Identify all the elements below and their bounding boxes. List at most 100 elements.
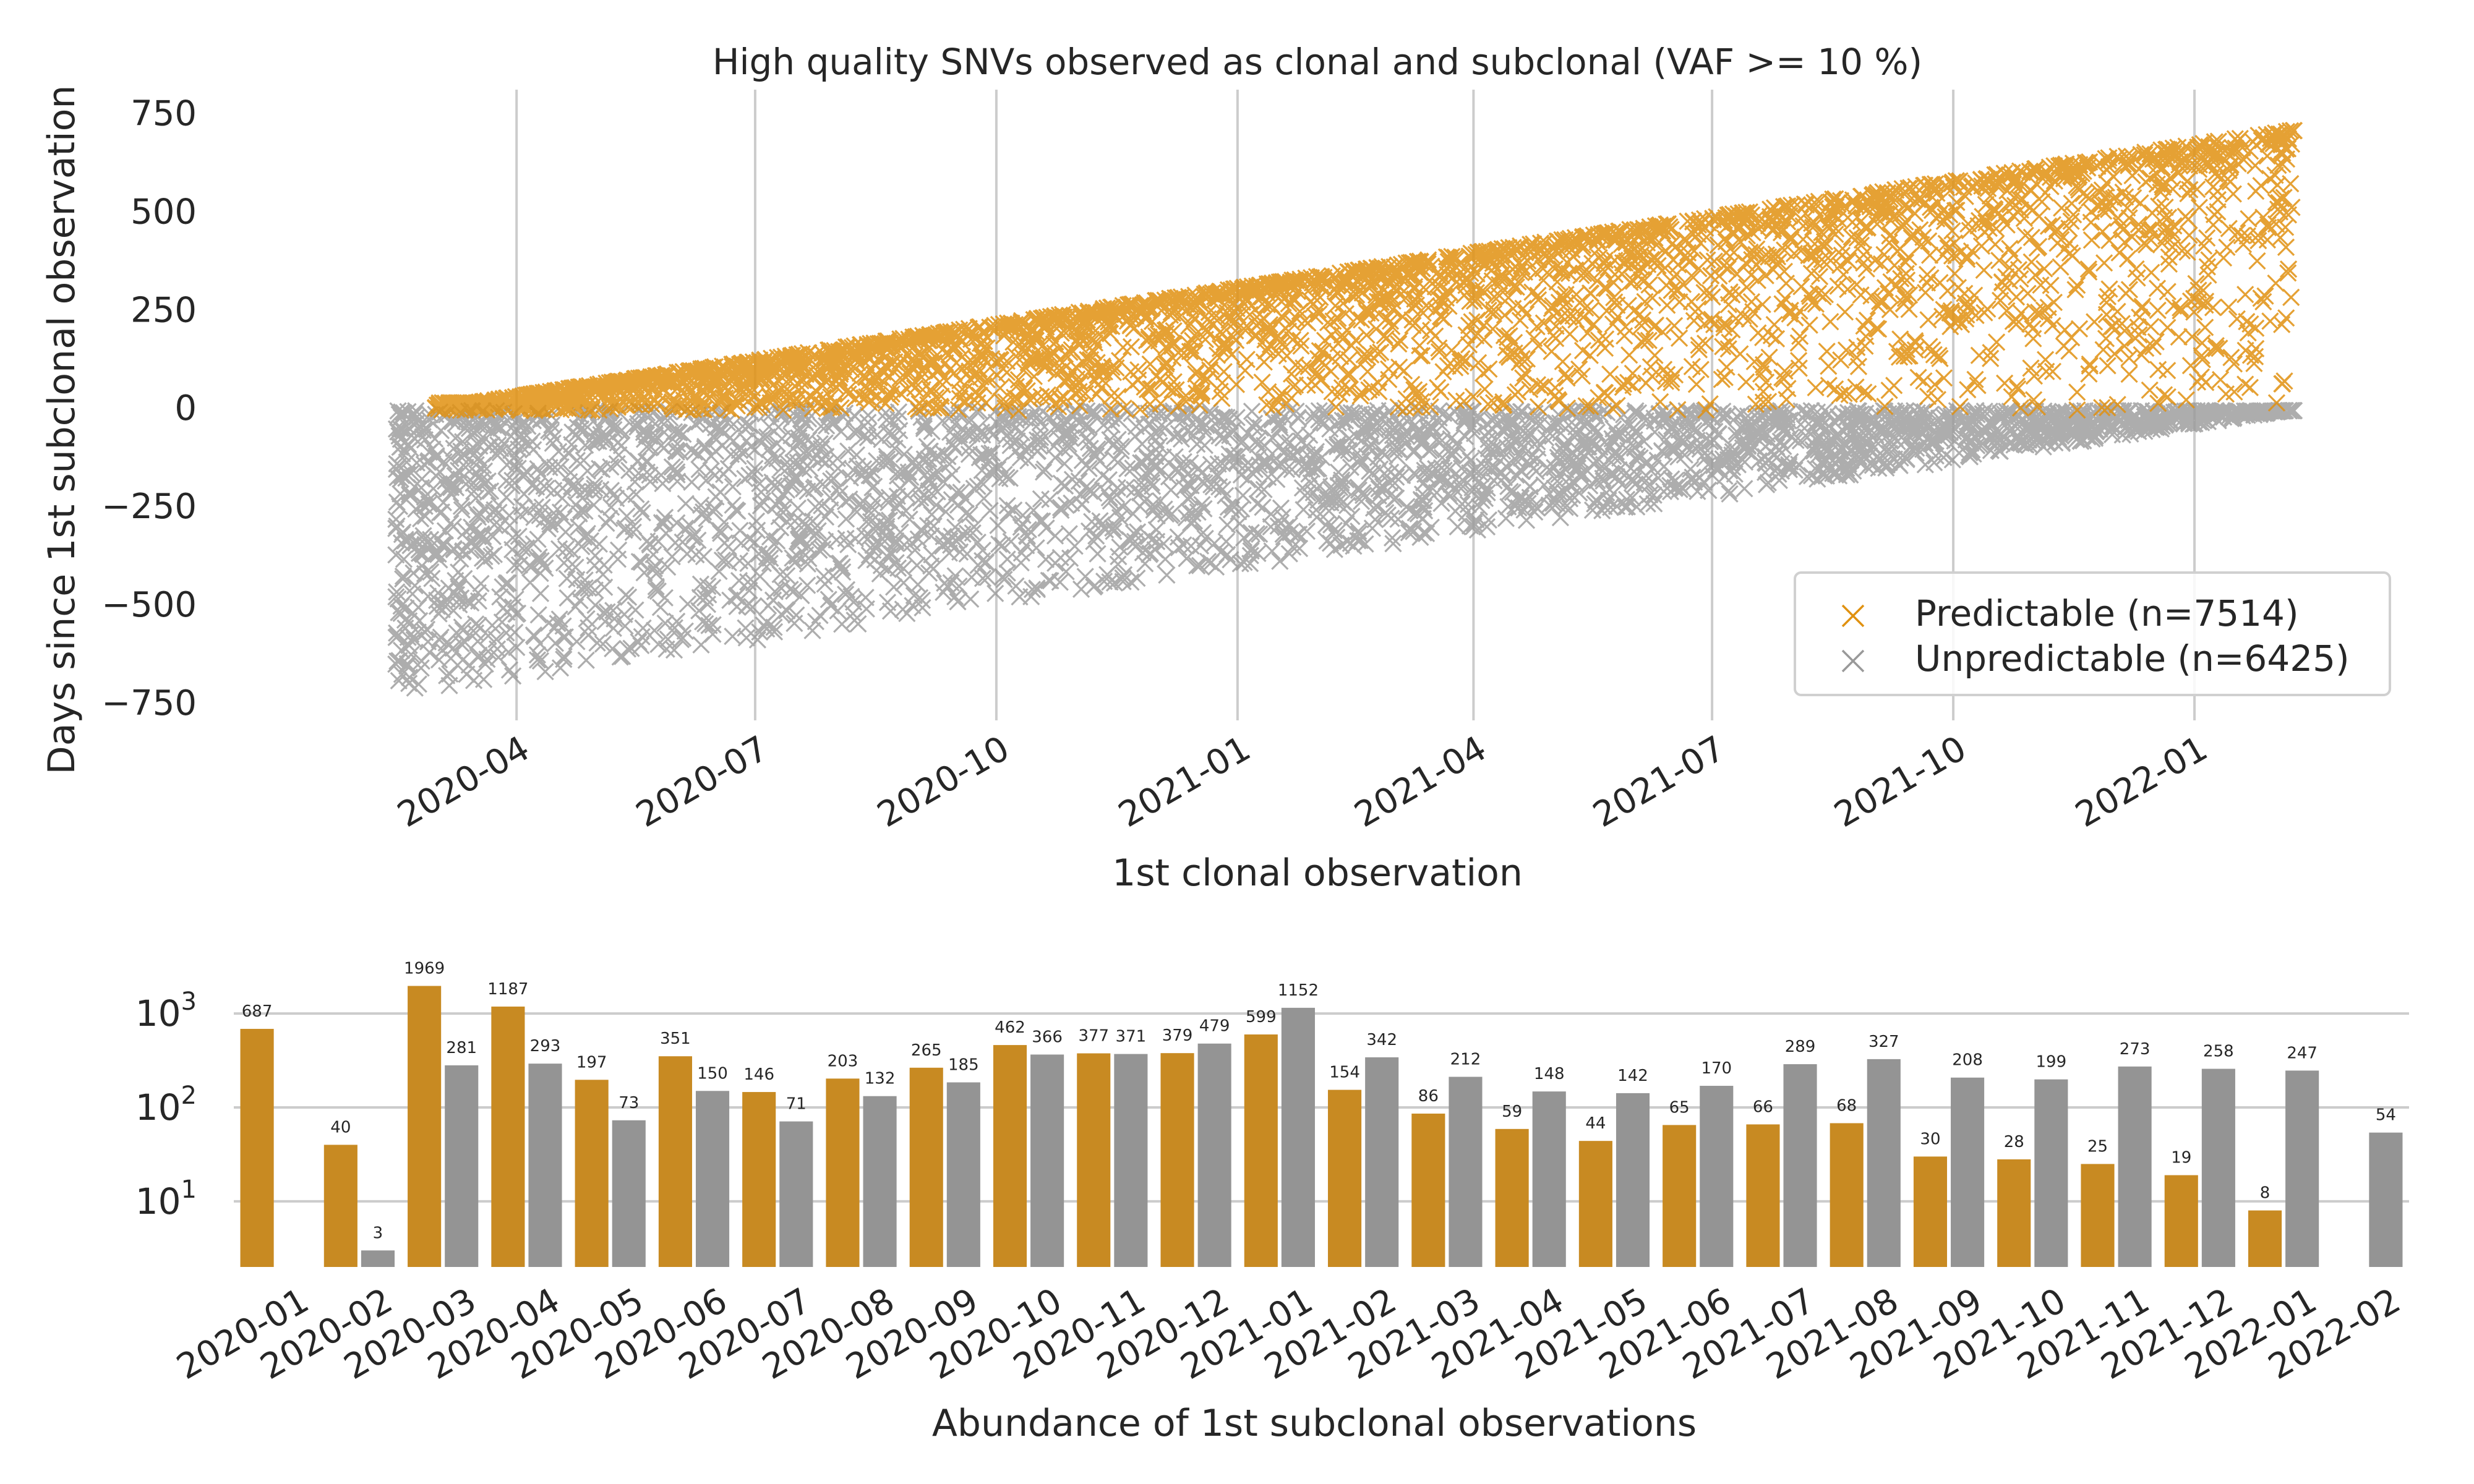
unpredictable-bar-label: 199 (2036, 1053, 2067, 1072)
predictable-bar (408, 986, 442, 1267)
bar-y-tick-label: 103 (135, 987, 197, 1034)
unpredictable-bar-label: 54 (2376, 1106, 2396, 1125)
unpredictable-bar (2118, 1066, 2152, 1267)
predictable-bar-label: 462 (995, 1018, 1025, 1037)
bar-y-tick-label: 101 (135, 1175, 197, 1222)
unpredictable-bar (1783, 1064, 1817, 1267)
predictable-bar-label: 1187 (487, 980, 528, 999)
scatter-y-tick-label: 750 (131, 93, 197, 134)
scatter-x-axis-label: 1st clonal observation (1112, 851, 1523, 895)
scatter-y-tick-label: 500 (131, 192, 197, 232)
scatter-y-tick-label: −250 (101, 487, 197, 527)
predictable-bar (826, 1078, 860, 1267)
unpredictable-bar-label: 3 (373, 1224, 383, 1242)
unpredictable-bar (2034, 1079, 2068, 1267)
legend-marker-unpredictable (1841, 649, 1865, 673)
bar-y-tick-base: 10 (135, 992, 181, 1034)
predictable-bar (1578, 1141, 1612, 1267)
predictable-bar-label: 30 (1920, 1130, 1940, 1148)
unpredictable-bar-label: 327 (1868, 1033, 1899, 1051)
predictable-bar (240, 1028, 274, 1267)
unpredictable-bar-label: 71 (786, 1095, 807, 1114)
predictable-bar-label: 1969 (404, 960, 445, 978)
predictable-bar-label: 8 (2260, 1184, 2271, 1203)
predictable-bar-label: 66 (1753, 1098, 1773, 1116)
bar-y-tick-exponent: 3 (181, 987, 197, 1016)
unpredictable-bar (361, 1250, 395, 1267)
predictable-bar-label: 19 (2171, 1149, 2191, 1167)
unpredictable-bar (1616, 1093, 1650, 1267)
scatter-title: High quality SNVs observed as clonal and… (713, 41, 1922, 83)
predictable-bar (2081, 1164, 2115, 1267)
predictable-bar (658, 1056, 692, 1267)
legend-x-unpredictable (1841, 649, 1865, 673)
predictable-bar-label: 68 (1836, 1096, 1857, 1115)
bars (240, 986, 2403, 1267)
unpredictable-bar-label: 293 (530, 1037, 561, 1055)
unpredictable-bar-label: 289 (1785, 1038, 1816, 1056)
predictable-bar-label: 65 (1669, 1098, 1690, 1117)
predictable-bar (1913, 1156, 1948, 1267)
legend-frame (1794, 571, 2391, 696)
predictable-bar-label: 44 (1585, 1114, 1606, 1133)
scatter-y-tick-label: −750 (101, 683, 197, 723)
predictable-bar-label: 265 (911, 1041, 942, 1060)
bar-y-tick-exponent: 2 (181, 1081, 197, 1110)
unpredictable-bar-label: 247 (2287, 1044, 2318, 1062)
unpredictable-bar-label: 170 (1701, 1059, 1732, 1078)
predictable-bar-label: 40 (330, 1118, 351, 1136)
predictable-bar-label: 197 (576, 1053, 607, 1072)
predictable-bar (1663, 1125, 1697, 1267)
predictable-bar (1830, 1123, 1864, 1267)
unpredictable-bar (1197, 1043, 1231, 1267)
scatter-y-tick-label: 250 (131, 290, 197, 330)
predictable-bar-label: 59 (1502, 1102, 1522, 1121)
unpredictable-bar (695, 1091, 730, 1267)
legend-label-unpredictable: Unpredictable (n=6425) (1915, 638, 2350, 680)
unpredictable-bar-label: 148 (1534, 1065, 1565, 1083)
unpredictable-bar (612, 1120, 646, 1267)
predictable-bar (491, 1006, 525, 1267)
unpredictable-bar-label: 150 (697, 1064, 728, 1083)
predictable-bar (909, 1067, 943, 1267)
predictable-bar (742, 1092, 776, 1267)
unpredictable-bar (1449, 1077, 1483, 1267)
unpredictable-bar (1365, 1057, 1399, 1267)
unpredictable-bar-label: 1152 (1278, 981, 1319, 1000)
unpredictable-bar (2201, 1068, 2235, 1267)
predictable-bar-label: 146 (743, 1065, 774, 1084)
predictable-bar-label: 377 (1078, 1027, 1109, 1046)
predictable-bar-label: 379 (1162, 1026, 1193, 1045)
unpredictable-bar-label: 258 (2203, 1043, 2234, 1061)
unpredictable-bar-label: 212 (1450, 1050, 1481, 1068)
legend-x-predictable (1841, 604, 1865, 628)
scatter-y-axis-label: Days since 1st subclonal observation (40, 85, 83, 775)
unpredictable-bar (2369, 1132, 2403, 1267)
unpredictable-markers (387, 401, 2303, 697)
predictable-bar (2164, 1175, 2198, 1267)
unpredictable-bar (863, 1096, 897, 1267)
predictable-bar (1997, 1159, 2031, 1267)
unpredictable-bar (946, 1082, 980, 1267)
unpredictable-bar-label: 208 (1952, 1051, 1983, 1070)
predictable-bar (1411, 1113, 1445, 1267)
predictable-bar (323, 1145, 357, 1267)
scatter-y-tick-labels: 750 500 250 0 −250 −500 −750 (101, 93, 197, 723)
unpredictable-bar-label: 73 (618, 1094, 639, 1112)
predictable-bar-label: 28 (2004, 1133, 2024, 1151)
legend-marker-predictable (1841, 604, 1865, 628)
unpredictable-bar-label: 142 (1617, 1067, 1648, 1085)
predictable-bar (2248, 1210, 2282, 1267)
predictable-bar (1495, 1128, 1529, 1267)
predictable-markers (426, 122, 2303, 420)
predictable-bar (1328, 1090, 1362, 1267)
unpredictable-bar (528, 1064, 562, 1267)
unpredictable-bar-label: 273 (2120, 1040, 2151, 1059)
unpredictable-bar-label: 479 (1199, 1017, 1230, 1036)
scatter-y-tick-label: 0 (174, 388, 197, 429)
bar-y-tick-base: 10 (135, 1086, 181, 1128)
predictable-bar (1077, 1053, 1111, 1267)
unpredictable-bar (1281, 1007, 1315, 1267)
